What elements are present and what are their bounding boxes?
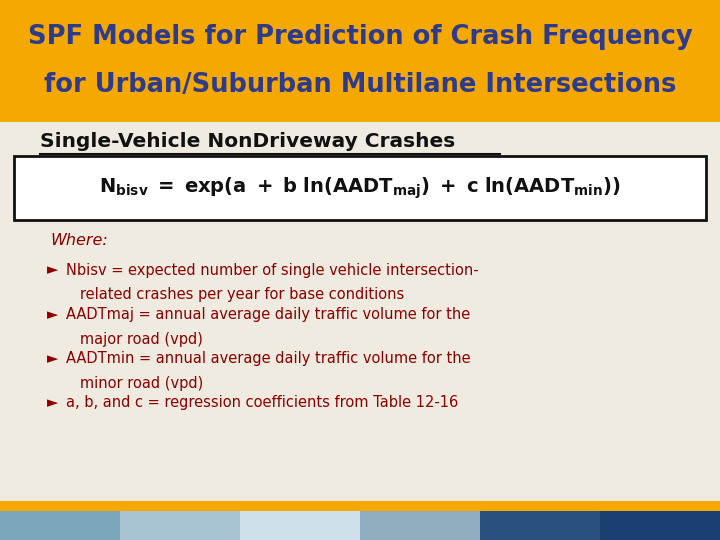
FancyBboxPatch shape [14,156,706,220]
FancyBboxPatch shape [0,0,720,122]
Text: Where:: Where: [50,233,108,248]
Text: a, b, and c = regression coefficients from Table 12-16: a, b, and c = regression coefficients fr… [66,395,459,410]
Text: Nbisv = expected number of single vehicle intersection-: Nbisv = expected number of single vehicl… [66,262,479,278]
Text: SPF Models for Prediction of Crash Frequency: SPF Models for Prediction of Crash Frequ… [27,24,693,50]
FancyBboxPatch shape [360,511,480,540]
FancyBboxPatch shape [240,511,360,540]
Text: minor road (vpd): minor road (vpd) [66,376,204,391]
Text: related crashes per year for base conditions: related crashes per year for base condit… [66,287,405,302]
Text: ►: ► [47,395,58,410]
Text: ►: ► [47,351,58,366]
Text: ►: ► [47,262,58,278]
Text: AADTmin = annual average daily traffic volume for the: AADTmin = annual average daily traffic v… [66,351,471,366]
Text: ►: ► [47,307,58,322]
FancyBboxPatch shape [600,511,720,540]
FancyBboxPatch shape [480,511,600,540]
FancyBboxPatch shape [0,511,120,540]
Text: $\mathbf{N}_{\mathbf{bisv}}$$\mathbf{\ =\ exp(a\ +\ b\ ln(AADT}_{\mathbf{maj}}\m: $\mathbf{N}_{\mathbf{bisv}}$$\mathbf{\ =… [99,175,621,201]
Text: for Urban/Suburban Multilane Intersections: for Urban/Suburban Multilane Intersectio… [44,72,676,98]
Text: major road (vpd): major road (vpd) [66,332,203,347]
Text: Single-Vehicle NonDriveway Crashes: Single-Vehicle NonDriveway Crashes [40,132,455,151]
FancyBboxPatch shape [120,511,240,540]
Text: AADTmaj = annual average daily traffic volume for the: AADTmaj = annual average daily traffic v… [66,307,470,322]
FancyBboxPatch shape [0,501,720,511]
